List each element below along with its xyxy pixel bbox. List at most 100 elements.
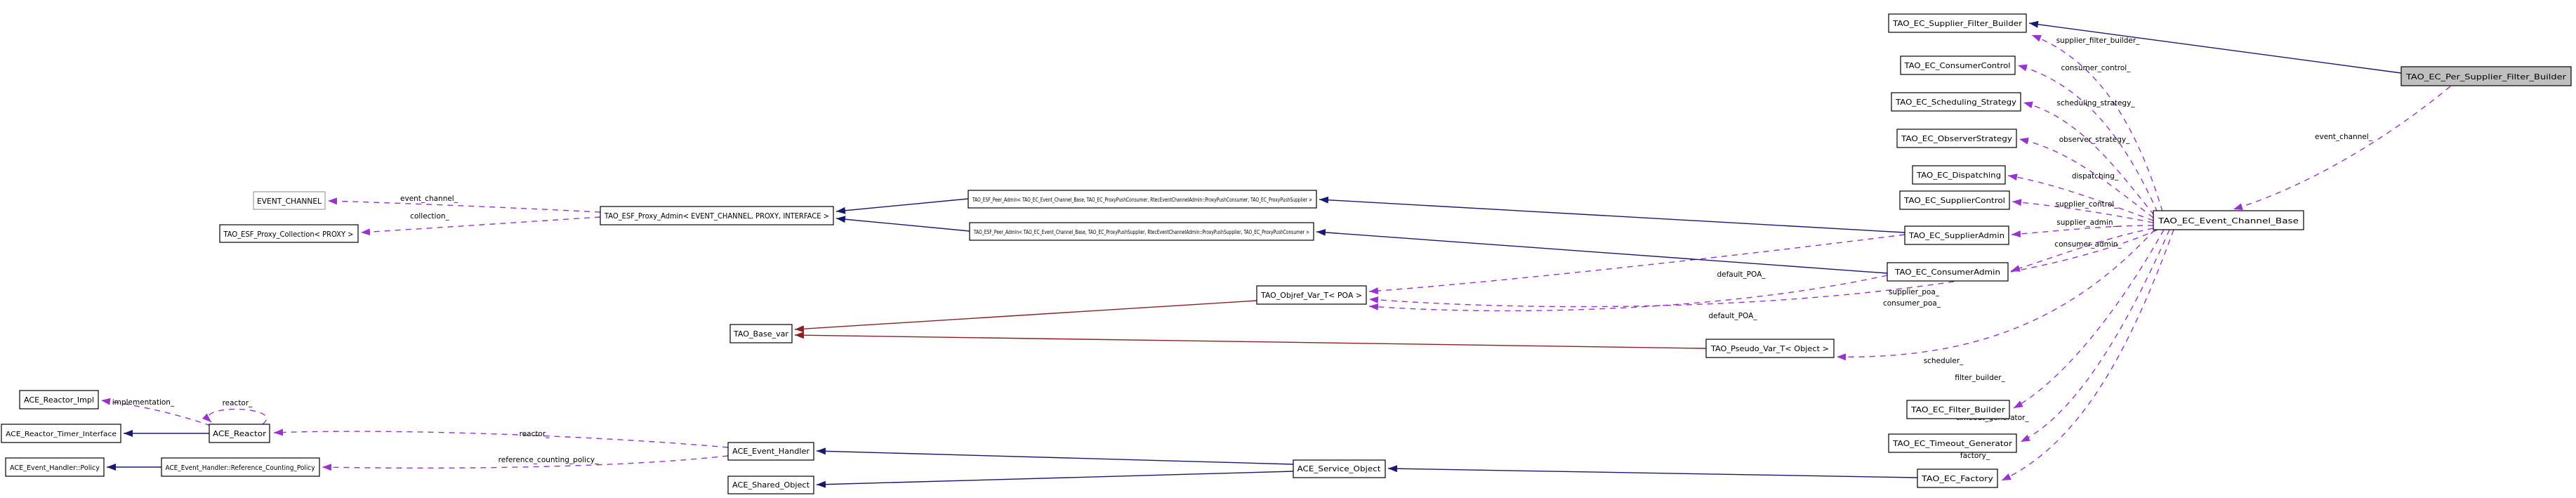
node-box[interactable] xyxy=(2400,66,2572,86)
node-label: EVENT_CHANNEL xyxy=(257,197,322,206)
node-box[interactable] xyxy=(1887,262,2009,282)
edge-private-inherit-objref-to-base-var xyxy=(794,300,1257,333)
edge-member-filter-builder xyxy=(2013,229,2165,409)
node-timeout-generator[interactable]: TAO_EC_Timeout_Generator xyxy=(1888,433,2017,453)
node-ace-reactor[interactable]: ACE_Reactor xyxy=(209,424,270,443)
node-pseudo-var[interactable]: TAO_Pseudo_Var_T< Object > xyxy=(1705,339,1835,358)
node-ace-service-object[interactable]: ACE_Service_Object xyxy=(1293,459,1386,478)
node-per-supplier-filter-builder[interactable]: TAO_EC_Per_Supplier_Filter_Builder xyxy=(2400,66,2572,86)
node-label: ACE_Event_Handler::Reference_Counting_Po… xyxy=(166,464,315,472)
node-consumer-admin[interactable]: TAO_EC_ConsumerAdmin xyxy=(1887,262,2009,282)
node-box[interactable] xyxy=(1888,433,2017,453)
node-label: TAO_Objref_Var_T< POA > xyxy=(1260,291,1362,300)
edge-label-collection: collection_ xyxy=(410,212,449,221)
edge-label-scheduler: scheduler_ xyxy=(1924,357,1964,365)
node-ace-reactor-timer-interface[interactable]: ACE_Reactor_Timer_Interface xyxy=(1,424,121,443)
node-label: TAO_EC_ObserverStrategy xyxy=(1901,134,2013,143)
node-label: TAO_EC_ConsumerControl xyxy=(1903,61,2010,70)
node-filter-builder[interactable]: TAO_EC_Filter_Builder xyxy=(1906,400,2010,419)
edge-member-consumer-admin xyxy=(2010,228,2154,272)
edge-member-scheduling-strategy xyxy=(2023,101,2155,216)
node-box[interactable] xyxy=(600,206,834,225)
edge-member-reactor xyxy=(273,428,729,448)
node-box[interactable] xyxy=(1293,459,1386,478)
edge-member-observer-strategy xyxy=(2019,137,2154,218)
edge-member-supplier-filter-builder xyxy=(2031,34,2163,212)
node-esf-proxy-collection[interactable]: TAO_ESF_Proxy_Collection< PROXY > xyxy=(219,224,359,243)
edge-label-dispatching: dispatching_ xyxy=(2072,172,2119,181)
node-label: TAO_ESF_Peer_Admin< TAO_EC_Event_Channel… xyxy=(973,229,1309,235)
node-box[interactable] xyxy=(1900,55,2016,75)
node-supplier-admin[interactable]: TAO_EC_SupplierAdmin xyxy=(1904,225,2009,245)
edge-member-default-poa-supplier xyxy=(1368,234,1905,295)
node-ace-event-handler[interactable]: ACE_Event_Handler xyxy=(727,442,814,461)
node-esf-proxy-admin[interactable]: TAO_ESF_Proxy_Admin< EVENT_CHANNEL, PROX… xyxy=(600,206,834,225)
node-box[interactable] xyxy=(5,457,105,477)
edge-label-reactor-self: reactor_ xyxy=(223,399,253,407)
node-supplier-control[interactable]: TAO_EC_SupplierControl xyxy=(1899,190,2010,210)
node-box[interactable] xyxy=(1888,13,2027,33)
node-box[interactable] xyxy=(1906,400,2010,419)
node-label: ACE_Event_Handler xyxy=(732,447,810,456)
edge-label-scheduling-strategy: scheduling_strategy_ xyxy=(2056,99,2135,107)
node-box[interactable] xyxy=(253,191,326,210)
edge-labels-layer: supplier_filter_builder_ consumer_contro… xyxy=(112,37,2373,464)
node-ace-shared-object[interactable]: ACE_Shared_Object xyxy=(727,476,814,494)
node-box[interactable] xyxy=(1912,165,2006,185)
node-box[interactable] xyxy=(727,476,814,494)
edge-label-implementation: implementation_ xyxy=(112,398,175,407)
node-label: TAO_Base_var xyxy=(733,329,788,339)
node-label: ACE_Reactor xyxy=(213,429,267,438)
node-supplier-filter-builder[interactable]: TAO_EC_Supplier_Filter_Builder xyxy=(1888,13,2027,33)
node-box[interactable] xyxy=(1896,129,2017,148)
node-label: TAO_EC_Dispatching xyxy=(1916,171,2001,180)
node-event-channel-param[interactable]: EVENT_CHANNEL xyxy=(253,191,326,210)
node-base-var[interactable]: TAO_Base_var xyxy=(729,324,793,343)
node-label: TAO_EC_Per_Supplier_Filter_Builder xyxy=(2405,72,2567,81)
edge-member-supplier-consumer-poa xyxy=(1368,229,2158,308)
node-box[interactable] xyxy=(1256,285,1367,305)
node-box[interactable] xyxy=(161,457,320,477)
node-box[interactable] xyxy=(1917,468,1998,488)
node-box[interactable] xyxy=(969,222,1314,241)
node-label: ACE_Reactor_Timer_Interface xyxy=(6,431,117,438)
node-label: TAO_EC_Timeout_Generator xyxy=(1892,439,2013,448)
edge-inherit-per-supplier-to-supplier-filter-builder xyxy=(2028,20,2402,74)
edge-member-default-poa-consumer xyxy=(1368,275,1888,312)
node-box[interactable] xyxy=(729,324,793,343)
node-box[interactable] xyxy=(1,424,121,443)
node-esf-peer-admin-consumer[interactable]: TAO_ESF_Peer_Admin< TAO_EC_Event_Channel… xyxy=(967,190,1317,209)
edge-inherit-peer-admin-consumer-to-proxy-admin xyxy=(835,198,969,214)
node-label: TAO_EC_Event_Channel_Base xyxy=(2158,216,2299,225)
node-box[interactable] xyxy=(967,190,1317,209)
node-esf-peer-admin-supplier[interactable]: TAO_ESF_Peer_Admin< TAO_EC_Event_Channel… xyxy=(969,222,1314,241)
node-box[interactable] xyxy=(219,224,359,243)
node-event-channel-base[interactable]: TAO_EC_Event_Channel_Base xyxy=(2153,210,2304,230)
edge-label-default-poa-consumer: default_POA_ xyxy=(1708,312,1757,320)
edge-member-event-channel-right xyxy=(2233,86,2451,210)
node-box[interactable] xyxy=(2153,210,2304,230)
node-box[interactable] xyxy=(19,390,99,409)
node-consumer-control[interactable]: TAO_EC_ConsumerControl xyxy=(1900,55,2016,75)
node-box[interactable] xyxy=(1705,339,1835,358)
node-ace-event-handler-policy[interactable]: ACE_Event_Handler::Policy xyxy=(5,457,105,477)
node-ace-reactor-impl[interactable]: ACE_Reactor_Impl xyxy=(19,390,99,409)
node-ace-ref-counting-policy[interactable]: ACE_Event_Handler::Reference_Counting_Po… xyxy=(161,457,320,477)
edge-member-dispatching xyxy=(2007,173,2154,221)
node-dispatching[interactable]: TAO_EC_Dispatching xyxy=(1912,165,2006,185)
node-scheduling-strategy[interactable]: TAO_EC_Scheduling_Strategy xyxy=(1891,92,2021,112)
edge-member-implementation xyxy=(100,398,211,426)
node-box[interactable] xyxy=(1891,92,2021,112)
node-objref-var[interactable]: TAO_Objref_Var_T< POA > xyxy=(1256,285,1367,305)
node-factory[interactable]: TAO_EC_Factory xyxy=(1917,468,1998,488)
node-box[interactable] xyxy=(1899,190,2010,210)
node-observer-strategy[interactable]: TAO_EC_ObserverStrategy xyxy=(1896,129,2017,148)
edge-member-reference-counting-policy xyxy=(322,455,729,471)
node-box[interactable] xyxy=(1904,225,2009,245)
edge-label-default-poa-supplier: default_POA_ xyxy=(1717,270,1766,279)
node-label: TAO_EC_Factory xyxy=(1921,474,1994,483)
node-box[interactable] xyxy=(209,424,270,443)
node-box[interactable] xyxy=(727,442,814,461)
